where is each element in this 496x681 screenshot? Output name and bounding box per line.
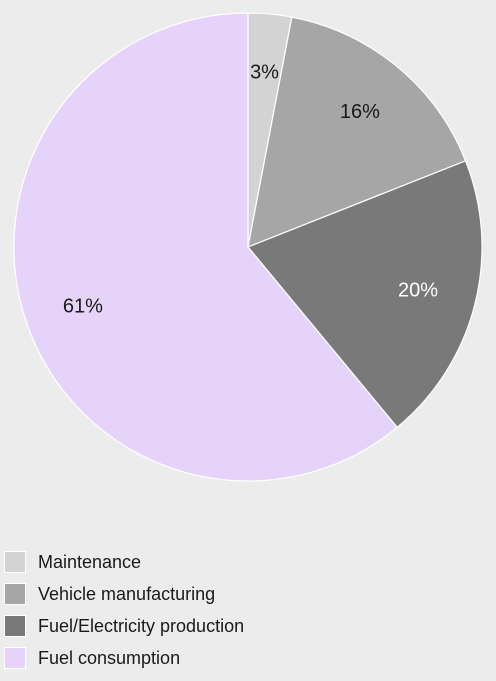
pie-label-vehicle-manufacturing: 16% [340,101,380,123]
legend-item-maintenance: Maintenance [4,546,484,578]
legend-swatch-fuel-electricity-production [4,615,26,637]
pie-label-maintenance: 3% [250,61,279,83]
pie-slice-vehicle-manufacturing [247,16,467,248]
pie-label-fuel-electricity-production: 20% [398,280,438,302]
legend-item-fuel-electricity-production: Fuel/Electricity production [4,610,484,642]
legend: Maintenance Vehicle manufacturing Fuel/E… [4,546,484,674]
legend-label-vehicle-manufacturing: Vehicle manufacturing [38,583,216,604]
legend-item-fuel-consumption: Fuel consumption [4,642,484,674]
legend-item-vehicle-manufacturing: Vehicle manufacturing [4,578,484,610]
legend-swatch-maintenance [4,551,26,573]
pie-slice-labels: 3% 16% 20% 61% [63,61,438,317]
legend-label-fuel-electricity-production: Fuel/Electricity production [38,615,245,636]
legend-label-fuel-consumption: Fuel consumption [38,647,181,668]
pie-label-fuel-consumption: 61% [63,295,103,317]
pie-slice-fuel-consumption [13,12,398,482]
pie-slices [13,12,483,482]
legend-swatch-fuel-consumption [4,647,26,669]
pie-chart: 3% 16% 20% 61% [13,12,483,482]
legend-swatch-vehicle-manufacturing [4,583,26,605]
legend-label-maintenance: Maintenance [38,551,142,572]
pie-slice-fuel-electricity-production [247,160,483,428]
